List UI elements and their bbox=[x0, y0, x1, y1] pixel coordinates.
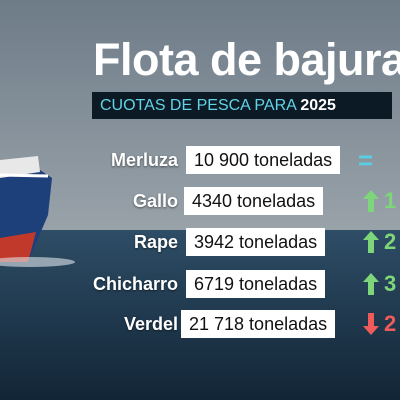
subtitle-text: CUOTAS DE PESCA PARA bbox=[100, 97, 296, 114]
subtitle-year: 2025 bbox=[300, 97, 336, 114]
subtitle: CUOTAS DE PESCA PARA 2025 bbox=[92, 92, 392, 119]
change-value: 3 bbox=[384, 271, 397, 296]
arrow-up bbox=[363, 231, 379, 253]
change-value: 1 bbox=[384, 188, 397, 213]
change-value: 2 bbox=[384, 311, 397, 336]
arrow-down bbox=[363, 313, 379, 335]
quota-box: 10 900 toneladas bbox=[186, 146, 341, 174]
species-label: Gallo bbox=[132, 191, 178, 211]
species-label: Chicharro bbox=[92, 274, 178, 294]
species-label: Merluza bbox=[110, 150, 178, 170]
quota-box: 4340 toneladas bbox=[184, 187, 324, 215]
species-label: Rape bbox=[133, 232, 178, 252]
quota-box: 3942 toneladas bbox=[186, 228, 326, 256]
arrow-up bbox=[363, 190, 379, 212]
change-symbol: = bbox=[358, 145, 374, 175]
quota-box: 21 718 toneladas bbox=[181, 310, 336, 338]
species-label: Verdel bbox=[123, 314, 178, 334]
quota-box: 6719 toneladas bbox=[186, 270, 326, 298]
arrow-up bbox=[363, 273, 379, 295]
change-value: 2 bbox=[384, 229, 397, 254]
title: Flota de bajura bbox=[93, 34, 400, 85]
